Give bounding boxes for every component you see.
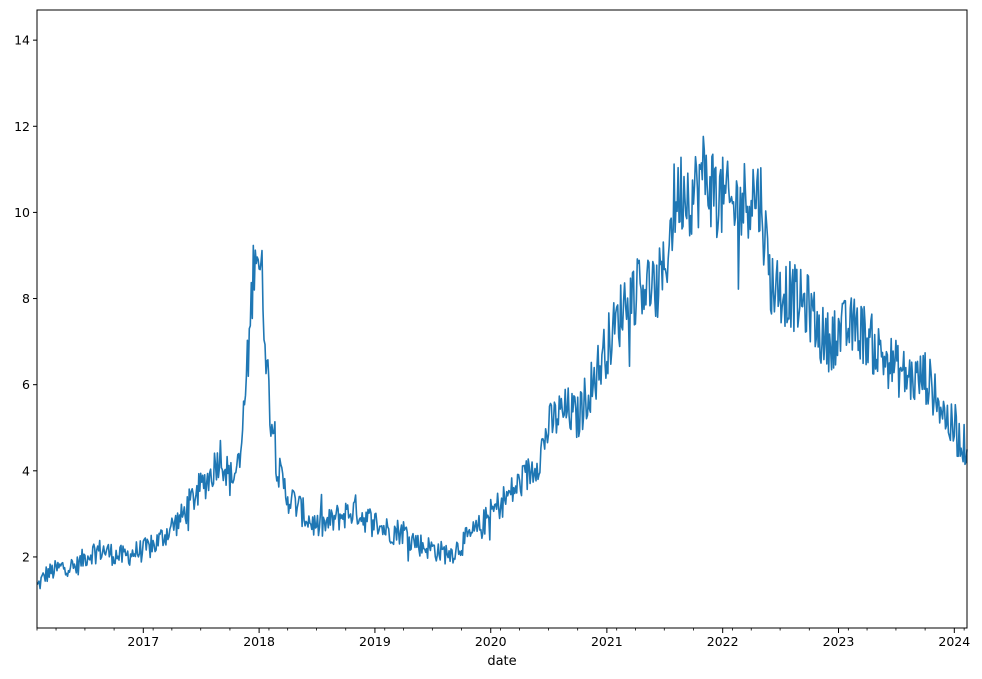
y-tick-label: 4 (22, 463, 30, 478)
y-tick-label: 14 (14, 33, 30, 48)
x-tick-label: 2023 (823, 634, 855, 649)
axes-frame (36, 9, 968, 629)
x-tick-label: 2020 (475, 634, 507, 649)
x-tick-label: 2022 (707, 634, 739, 649)
x-axis-label: date (487, 654, 516, 669)
x-tick-label: 2018 (243, 634, 275, 649)
series-line (36, 135, 968, 590)
y-tick-label: 8 (22, 291, 30, 306)
y-tick-label: 2 (22, 549, 30, 564)
y-tick-label: 12 (14, 119, 30, 134)
x-tick-label: 2021 (591, 634, 623, 649)
plot-area (36, 135, 968, 590)
x-tick-label: 2017 (127, 634, 159, 649)
x-tick-label: 2019 (359, 634, 391, 649)
y-tick-label: 6 (22, 377, 30, 392)
axis-ticks: 2 4 6 8 10 12 14 2017 2018 2019 2020 2021 2022 2023 20… (14, 33, 970, 649)
x-tick-label: 2024 (938, 634, 970, 649)
y-tick-label: 10 (14, 205, 30, 220)
